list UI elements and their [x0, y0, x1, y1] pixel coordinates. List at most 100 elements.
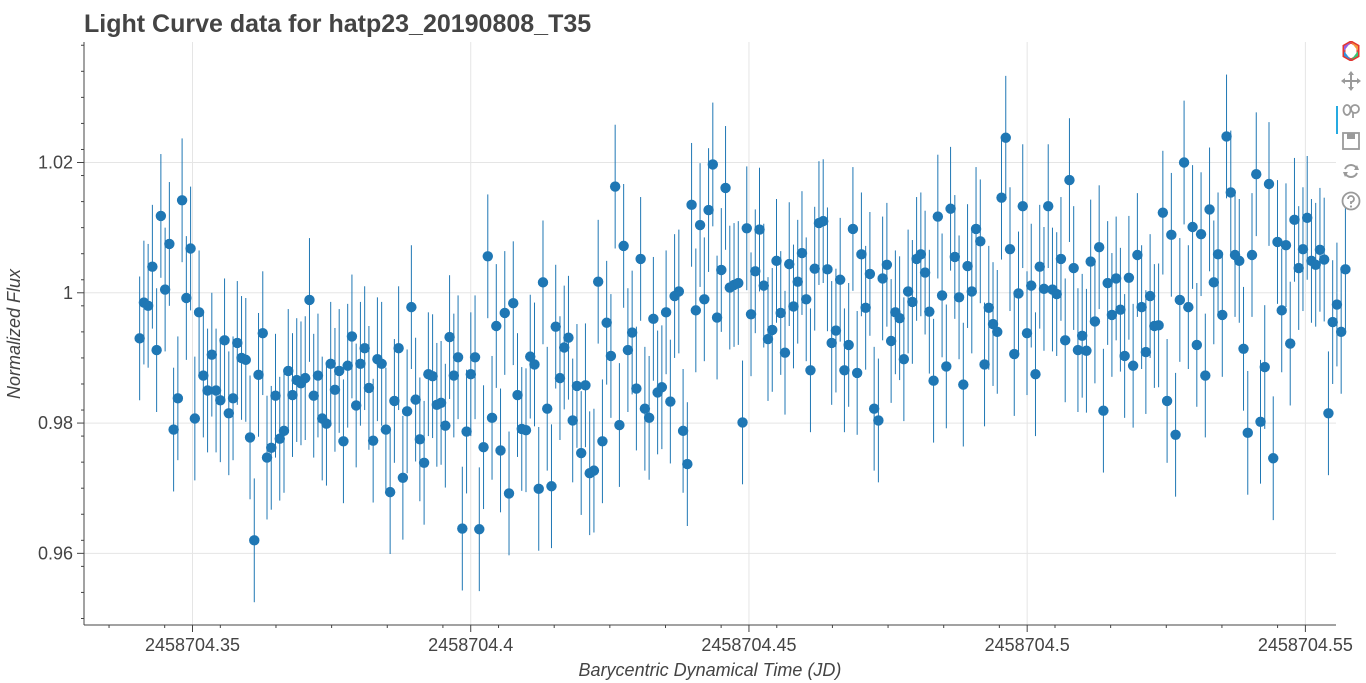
- data-point: [465, 369, 477, 380]
- y-tick-label: 0.98: [38, 413, 73, 433]
- data-point: [796, 247, 808, 259]
- data-point: [435, 397, 447, 409]
- data-point: [597, 436, 608, 447]
- data-point: [779, 347, 791, 358]
- data-point: [376, 358, 387, 369]
- data-point: [499, 307, 510, 319]
- data-point: [1170, 429, 1181, 440]
- wheel-zoom-icon[interactable]: [1340, 100, 1362, 122]
- data-point: [1072, 344, 1084, 356]
- data-point: [1293, 262, 1304, 274]
- data-point: [1340, 264, 1351, 275]
- data-point: [474, 524, 485, 535]
- x-axis-ticks: 2458704.35 2458704.4 2458704.45 2458704.5 24…: [108, 625, 1353, 655]
- data-point: [274, 433, 285, 444]
- active-tool-indicator: [1336, 106, 1338, 134]
- data-point: [975, 236, 986, 247]
- chart-title: Light Curve data for hatp23_20190808_T35: [84, 10, 591, 38]
- y-tick-label: 1: [63, 283, 73, 303]
- data-point: [673, 286, 685, 297]
- data-point: [1323, 408, 1334, 419]
- data-point: [958, 379, 969, 390]
- data-point: [244, 432, 256, 443]
- data-point: [656, 382, 668, 393]
- data-point: [665, 396, 676, 407]
- data-point: [1200, 370, 1211, 381]
- data-point: [308, 390, 319, 401]
- data-point: [1068, 262, 1079, 274]
- data-point: [1310, 259, 1321, 270]
- data-point: [949, 251, 961, 263]
- data-point: [529, 359, 540, 370]
- data-point: [1225, 187, 1236, 198]
- data-point: [1000, 132, 1011, 143]
- data-point: [987, 318, 999, 330]
- data-point: [406, 301, 417, 313]
- data-point: [508, 298, 519, 309]
- data-point: [223, 408, 235, 419]
- data-point: [1318, 254, 1330, 265]
- data-point: [1221, 131, 1232, 142]
- data-point: [1034, 261, 1045, 272]
- data-point: [1038, 283, 1050, 295]
- data-point: [1255, 416, 1266, 427]
- data-point: [304, 294, 315, 306]
- data-point: [350, 400, 362, 411]
- data-point: [1242, 427, 1253, 439]
- data-point: [181, 292, 192, 304]
- save-icon[interactable]: [1340, 130, 1362, 152]
- data-point: [1089, 316, 1101, 327]
- data-point: [134, 333, 145, 344]
- reset-icon[interactable]: [1340, 160, 1362, 182]
- data-point: [834, 274, 846, 285]
- data-point: [151, 344, 162, 356]
- data-point: [983, 302, 994, 313]
- data-point: [970, 223, 982, 235]
- data-point: [1153, 320, 1164, 331]
- data-point: [979, 359, 990, 370]
- data-point: [1132, 249, 1143, 261]
- data-point: [856, 249, 867, 260]
- data-point: [720, 182, 731, 194]
- data-point: [703, 204, 714, 216]
- data-point: [1106, 309, 1118, 321]
- data-point: [1076, 330, 1088, 341]
- data-point: [1064, 174, 1075, 186]
- data-point: [750, 266, 761, 277]
- data-point: [418, 457, 430, 469]
- data-point: [864, 268, 876, 280]
- data-point: [1115, 304, 1126, 315]
- data-point: [771, 255, 782, 267]
- data-point: [414, 434, 426, 445]
- data-point: [1161, 395, 1173, 407]
- bokeh-logo-icon[interactable]: [1340, 40, 1362, 62]
- data-point: [363, 382, 375, 394]
- data-point: [915, 249, 927, 260]
- data-point: [1280, 240, 1292, 251]
- data-point: [346, 331, 358, 342]
- data-point: [1060, 335, 1071, 346]
- data-point: [440, 420, 451, 431]
- data-point: [686, 199, 697, 211]
- data-point: [249, 535, 260, 546]
- data-point: [1263, 178, 1275, 190]
- data-point: [1081, 345, 1092, 356]
- data-point: [580, 380, 591, 391]
- data-point: [885, 335, 897, 347]
- help-icon[interactable]: [1340, 190, 1362, 212]
- data-point: [924, 306, 935, 317]
- data-point: [877, 273, 888, 284]
- data-point: [397, 472, 409, 483]
- data-point: [172, 393, 184, 404]
- data-point: [1297, 243, 1309, 255]
- x-tick-label: 2458704.5: [985, 635, 1070, 655]
- pan-icon[interactable]: [1340, 70, 1362, 92]
- data-point: [457, 523, 468, 534]
- data-point: [843, 339, 854, 351]
- data-point: [452, 352, 464, 363]
- data-point: [567, 415, 578, 426]
- data-point: [401, 406, 413, 417]
- data-point: [851, 367, 863, 379]
- data-point: [278, 425, 290, 437]
